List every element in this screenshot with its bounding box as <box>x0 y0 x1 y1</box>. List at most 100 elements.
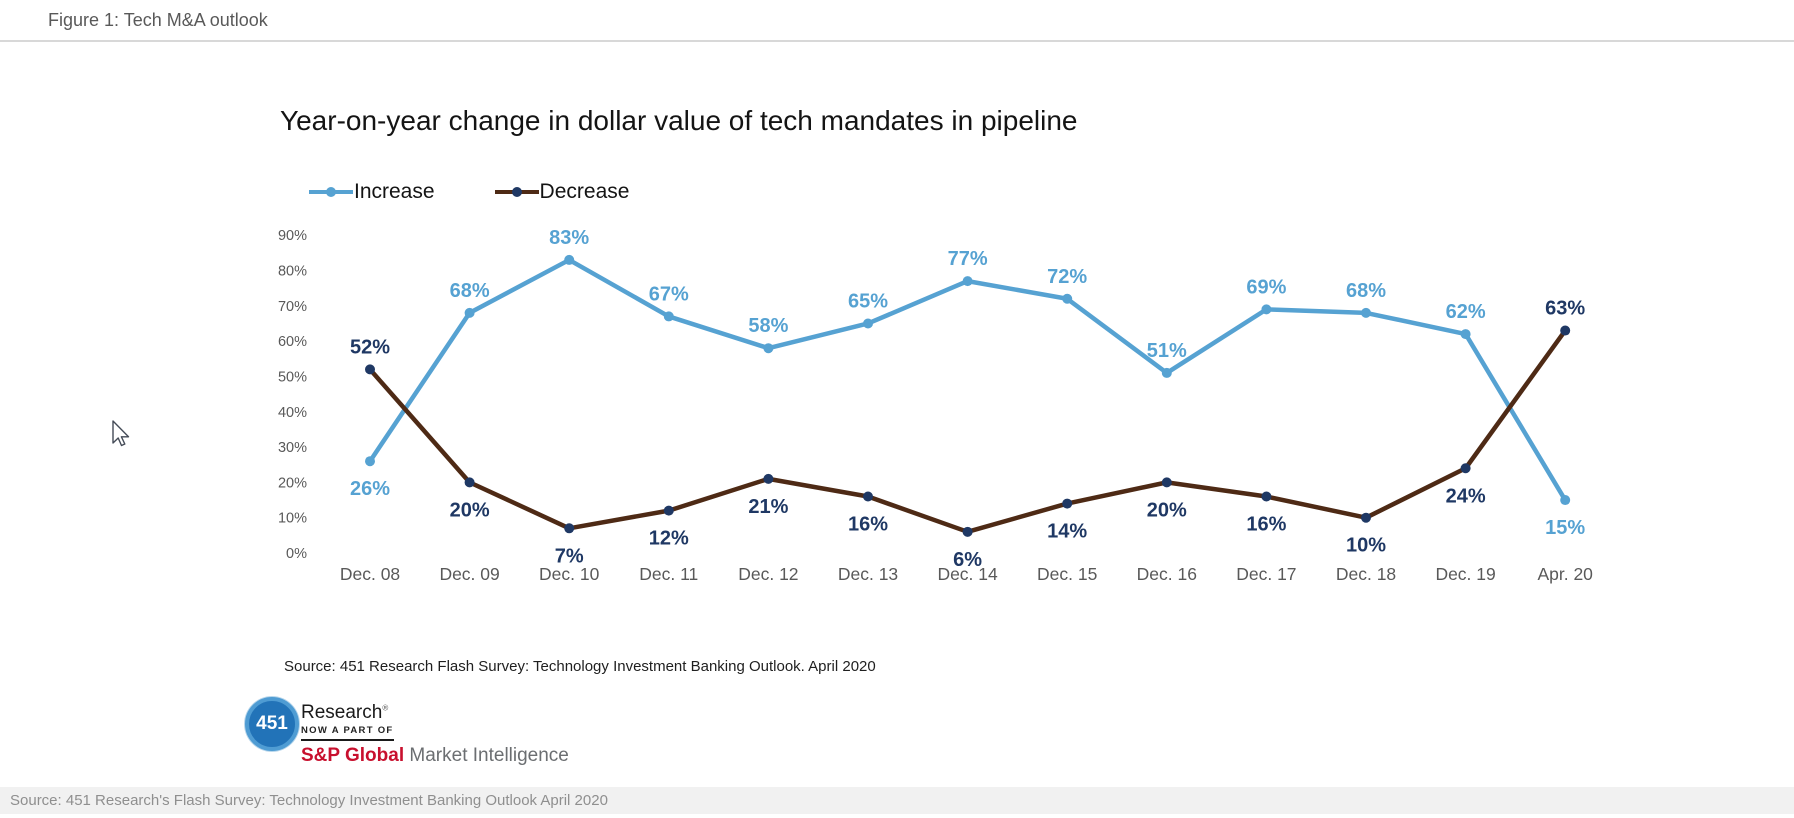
logo-circle-text: 451 <box>256 713 288 734</box>
increase-data-label: 15% <box>1545 517 1585 539</box>
y-axis-tick-label: 60% <box>278 334 307 350</box>
y-axis-tick-label: 40% <box>278 405 307 421</box>
increase-data-label: 83% <box>549 227 589 249</box>
x-axis-tick-label: Dec. 09 <box>439 564 499 584</box>
increase-marker <box>1261 304 1272 315</box>
decrease-marker <box>763 473 774 484</box>
decrease-marker <box>365 364 375 375</box>
chart-title: Year-on-year change in dollar value of t… <box>280 105 1078 136</box>
decrease-data-label: 14% <box>1047 521 1087 543</box>
logo-451-circle-icon: 451 <box>245 697 299 751</box>
page-footer: Source: 451 Research's Flash Survey: Tec… <box>0 787 1794 814</box>
chart-legend: Increase Decrease <box>308 180 629 204</box>
logo-tagline: NOW A PART OF <box>301 725 394 741</box>
decrease-data-label: 63% <box>1545 298 1585 320</box>
x-axis-tick-label: Dec. 16 <box>1137 564 1197 584</box>
increase-data-label: 65% <box>848 290 888 312</box>
y-axis-tick-label: 30% <box>278 440 307 456</box>
logo-brand: Research® <box>301 702 569 724</box>
x-axis-tick-label: Dec. 13 <box>838 564 898 584</box>
decrease-data-label: 6% <box>953 549 982 571</box>
legend-item-decrease: Decrease <box>494 180 629 204</box>
line-chart: 0% 10% 20% 30% 40% 50% 60% 70% 80% 90% Dec. 08 Dec.… <box>278 227 1593 584</box>
legend-line-marker-icon <box>494 187 539 197</box>
increase-data-label: 69% <box>1246 276 1286 298</box>
increase-data-label: 51% <box>1147 340 1187 362</box>
decrease-data-label: 16% <box>1246 514 1286 536</box>
increase-data-label: 62% <box>1446 301 1486 323</box>
x-axis-tick-label: Dec. 12 <box>738 564 798 584</box>
increase-marker <box>1161 367 1172 378</box>
logo-brand-name: Research <box>301 702 383 723</box>
x-axis-tick-label: Dec. 14 <box>937 564 998 584</box>
increase-data-label: 77% <box>948 248 988 270</box>
decrease-marker <box>1062 498 1073 509</box>
figure-title: Figure 1: Tech M&A outlook <box>48 10 268 30</box>
mouse-cursor-icon <box>106 418 132 453</box>
decrease-marker <box>1261 491 1272 502</box>
decrease-data-label: 12% <box>649 528 689 550</box>
x-axis-tick-label: Dec. 19 <box>1435 564 1495 584</box>
increase-data-label: 68% <box>1346 280 1386 302</box>
x-axis-tick-label: Dec. 17 <box>1236 564 1296 584</box>
market-intelligence-label: Market Intelligence <box>409 745 569 766</box>
decrease-data-label: 21% <box>748 496 788 518</box>
increase-marker <box>962 276 973 287</box>
y-axis-tick-label: 0% <box>286 546 307 562</box>
decrease-marker <box>1361 512 1371 523</box>
x-axis-tick-label: Dec. 15 <box>1037 564 1097 584</box>
figure-header: Figure 1: Tech M&A outlook <box>0 0 1794 42</box>
decrease-marker <box>962 526 973 537</box>
decrease-marker <box>1161 477 1172 488</box>
decrease-data-label: 7% <box>555 545 584 567</box>
legend-label: Increase <box>354 180 435 203</box>
decrease-marker <box>663 505 674 516</box>
decrease-data-label: 52% <box>350 336 390 358</box>
increase-marker <box>464 307 475 318</box>
logo-text-block: Research® NOW A PART OF S&P Global Marke… <box>301 697 569 767</box>
x-axis-tick-label: Apr. 20 <box>1537 564 1593 584</box>
y-axis-tick-label: 10% <box>278 511 307 527</box>
increase-marker <box>663 311 674 322</box>
legend-item-increase: Increase <box>308 180 435 204</box>
increase-marker <box>365 456 375 467</box>
increase-marker <box>863 318 873 329</box>
y-axis-tick-label: 80% <box>278 264 307 280</box>
decrease-data-label: 10% <box>1346 535 1386 557</box>
increase-data-label: 68% <box>450 280 490 302</box>
y-axis-tick-label: 90% <box>278 228 307 244</box>
x-axis-tick-label: Dec. 18 <box>1336 564 1396 584</box>
decrease-marker <box>1460 463 1471 474</box>
y-axis-tick-label: 50% <box>278 369 307 385</box>
decrease-line <box>368 329 1568 535</box>
increase-data-label: 72% <box>1047 266 1087 288</box>
source-note: Source: 451 Research Flash Survey: Techn… <box>284 658 876 675</box>
increase-marker <box>564 254 575 265</box>
y-axis-tick-label: 70% <box>278 299 307 315</box>
increase-marker <box>763 343 774 354</box>
x-axis-tick-label: Dec. 11 <box>639 564 698 584</box>
increase-marker <box>1062 293 1073 304</box>
decrease-marker <box>564 523 575 534</box>
increase-marker <box>1460 329 1471 340</box>
trademark-symbol: ® <box>382 703 389 713</box>
decrease-data-label: 20% <box>1147 499 1187 521</box>
decrease-data-label: 16% <box>848 514 888 536</box>
decrease-marker <box>464 477 475 488</box>
increase-data-label: 58% <box>748 315 788 337</box>
decrease-marker <box>863 491 873 502</box>
logo-451-research: 451 Research® NOW A PART OF S&P Global M… <box>245 697 569 767</box>
footer-source-text: Source: 451 Research's Flash Survey: Tec… <box>10 792 608 809</box>
decrease-marker <box>1560 325 1571 336</box>
increase-marker <box>1560 495 1571 506</box>
sp-global-label: S&P Global <box>301 745 405 766</box>
logo-parent-brand: S&P Global Market Intelligence <box>301 745 569 767</box>
decrease-data-label: 20% <box>450 499 490 521</box>
increase-data-label: 26% <box>350 478 390 500</box>
x-axis-tick-label: Dec. 10 <box>539 564 600 584</box>
increase-data-label: 67% <box>649 283 689 305</box>
x-axis-tick-label: Dec. 08 <box>340 564 400 584</box>
legend-line-marker-icon <box>309 187 353 197</box>
y-axis-tick-label: 20% <box>278 475 307 491</box>
